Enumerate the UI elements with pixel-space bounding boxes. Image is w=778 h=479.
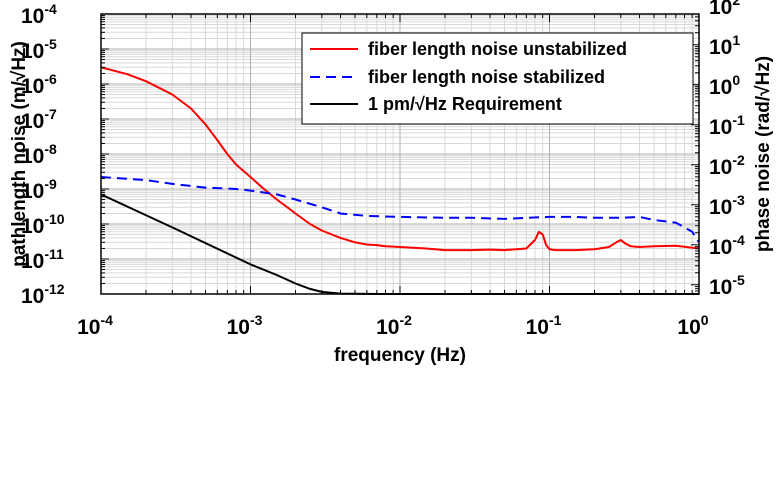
y2-tick-label: 10-5 [709,272,745,299]
y-tick-label: 10-10 [21,211,65,238]
y-tick-label: 10-11 [21,246,64,273]
legend-label-stabilized: fiber length noise stabilized [368,67,605,87]
x-tick-label: 10-2 [376,312,412,339]
y-tick-label: 10-8 [21,141,57,168]
y-axis-label: pathlength noise (m/√Hz) [9,41,30,267]
x-tick-label: 10-1 [526,312,562,339]
legend: fiber length noise unstabilized fiber le… [301,32,694,125]
tick-labels: 10-4 10-3 10-2 10-1 100 10-4 10-5 10-6 10-7 10-8 1… [21,0,745,339]
y-tick-label: 10-7 [21,106,57,133]
y-tick-label: 10-5 [21,36,57,63]
x-tick-label: 10-3 [227,312,263,339]
y-tick-label: 10-12 [21,281,65,308]
y2-tick-label: 100 [709,72,740,99]
legend-label-unstabilized: fiber length noise unstabilized [368,39,627,59]
legend-box [301,32,694,125]
y2-tick-label: 10-4 [709,232,745,259]
x-tick-label: 10-4 [77,312,113,339]
series-line-0 [100,66,700,252]
y2-axis-label: phase noise (rad/√Hz) [753,56,774,252]
y-tick-label: 10-6 [21,71,57,98]
y2-tick-label: 102 [709,0,740,19]
y-tick-label: 10-9 [21,176,57,203]
y2-tick-label: 10-3 [709,192,745,219]
y2-tick-label: 101 [709,32,740,59]
y-tick-label: 10-4 [21,1,57,28]
y2-tick-label: 10-1 [709,112,745,139]
x-tick-label: 100 [677,312,708,339]
axis-ticks [100,13,700,295]
x-axis-label: frequency (Hz) [334,345,466,366]
legend-label-requirement: 1 pm/√Hz Requirement [368,94,562,114]
series-line-1 [100,176,700,243]
y2-tick-label: 10-2 [709,152,745,179]
